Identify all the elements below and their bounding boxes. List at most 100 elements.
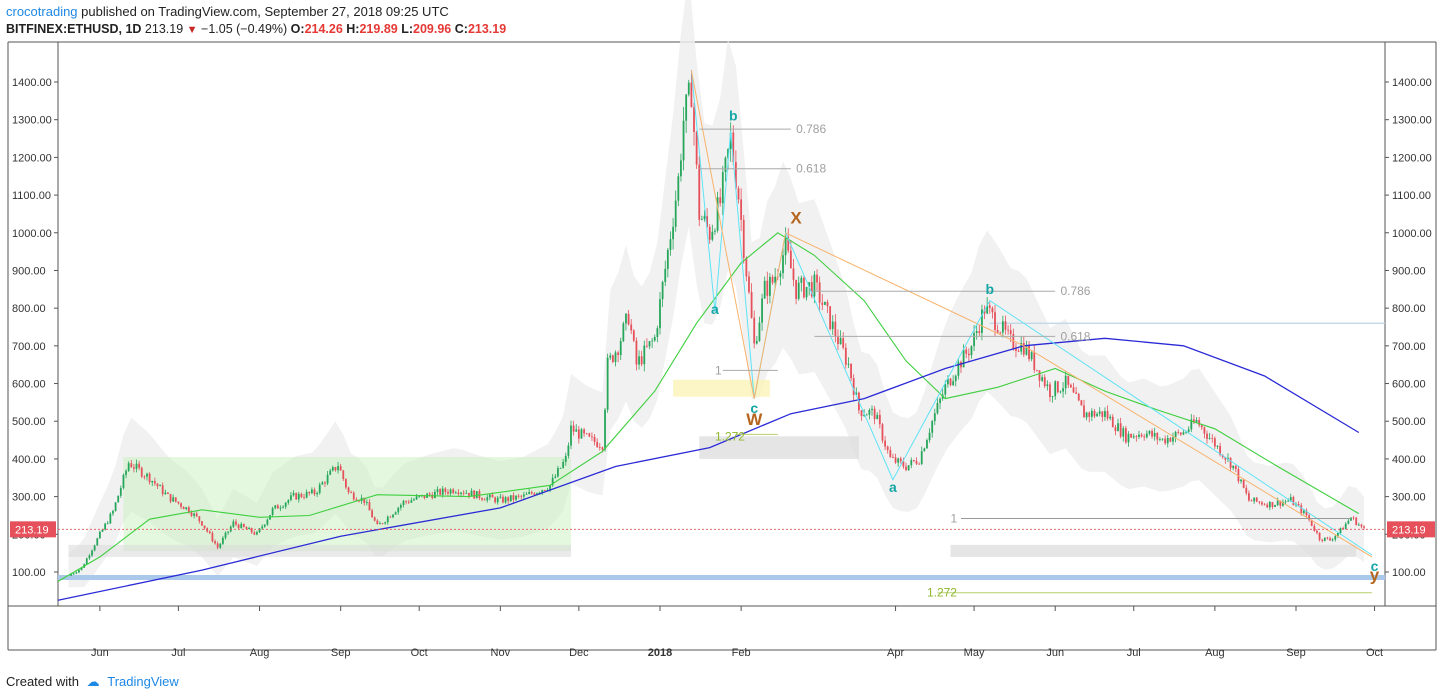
candle xyxy=(1101,411,1104,422)
candle-body xyxy=(221,537,224,544)
candle-body xyxy=(1182,432,1185,435)
candle-body xyxy=(329,470,332,475)
candle-body xyxy=(109,513,112,524)
candle-body xyxy=(389,516,392,518)
candle xyxy=(1025,340,1028,356)
candle-body xyxy=(967,353,970,356)
last-price: 213.19 xyxy=(144,22,184,36)
candle-body xyxy=(855,392,858,395)
x-tick-label: Jul xyxy=(171,647,185,659)
candle-body xyxy=(721,172,724,204)
candle-body xyxy=(635,340,638,365)
candle xyxy=(899,456,902,464)
candle xyxy=(593,433,596,446)
candle-body xyxy=(1140,434,1143,437)
candle-body xyxy=(433,491,436,499)
candle-body xyxy=(153,480,156,484)
candle-body xyxy=(1114,427,1117,432)
tradingview-link[interactable]: TradingView xyxy=(107,674,179,689)
candle-body xyxy=(488,494,491,498)
candle-body xyxy=(703,216,706,219)
candle xyxy=(570,420,572,450)
candle-body xyxy=(769,276,771,296)
candle-body xyxy=(415,496,418,500)
candle xyxy=(1153,427,1156,441)
candle xyxy=(852,374,855,401)
candle-body xyxy=(292,493,295,496)
candle xyxy=(208,530,211,535)
candle-body xyxy=(889,449,892,458)
candle xyxy=(894,453,897,464)
candle xyxy=(331,465,334,472)
candle-body xyxy=(902,461,905,467)
candle xyxy=(829,306,832,331)
candle xyxy=(753,310,756,349)
candle-body xyxy=(871,408,873,410)
candle xyxy=(698,156,701,227)
candle-body xyxy=(297,493,300,500)
candle-body xyxy=(72,573,75,575)
y-tick-label-left: 1400.00 xyxy=(12,77,52,89)
candle xyxy=(399,503,402,511)
gray-support-zone-right xyxy=(950,544,1357,557)
candle-body xyxy=(659,299,661,329)
candle-body xyxy=(114,502,117,511)
candle xyxy=(167,492,169,495)
candle xyxy=(433,489,436,499)
candle xyxy=(394,511,397,515)
candle-body xyxy=(643,345,646,365)
candle xyxy=(1038,370,1041,388)
candle-body xyxy=(1247,493,1250,501)
candle-body xyxy=(588,433,591,437)
candle xyxy=(457,489,460,497)
candle-body xyxy=(138,463,141,468)
candle xyxy=(125,469,127,479)
candle xyxy=(910,457,913,469)
candle xyxy=(923,447,926,452)
candle xyxy=(952,375,955,386)
author-link[interactable]: crocotrading xyxy=(6,4,78,19)
candle-body xyxy=(834,321,837,337)
candle xyxy=(622,321,625,343)
candle-body xyxy=(201,521,203,526)
candle-body xyxy=(384,522,387,524)
candle xyxy=(585,432,588,435)
candle xyxy=(1316,528,1318,535)
candle-body xyxy=(1085,412,1088,418)
candle-body xyxy=(1261,502,1263,505)
candle xyxy=(975,325,978,340)
candle-body xyxy=(1250,500,1253,502)
candle xyxy=(392,514,394,519)
candle-body xyxy=(316,492,319,495)
candle-body xyxy=(1242,479,1245,488)
candle-body xyxy=(617,352,620,356)
blue-moving-average xyxy=(57,337,1360,601)
candle xyxy=(920,446,923,466)
candle-body xyxy=(1185,431,1187,433)
candle-body xyxy=(214,541,216,544)
price-tag-text: 213.19 xyxy=(1392,524,1426,536)
candle xyxy=(797,276,800,301)
candle xyxy=(1261,500,1263,507)
candle-body xyxy=(575,429,578,432)
candle xyxy=(1054,380,1057,400)
candle xyxy=(180,502,182,510)
candle xyxy=(991,306,994,319)
candle-body xyxy=(174,497,177,502)
candle-body xyxy=(70,574,72,576)
candle xyxy=(507,496,510,505)
candle-body xyxy=(669,239,672,250)
candle-body xyxy=(672,226,674,240)
candle-body xyxy=(321,482,324,485)
candle xyxy=(308,491,311,496)
candle xyxy=(881,422,884,444)
candle xyxy=(1271,501,1274,510)
candle xyxy=(1323,537,1326,542)
wave-label: X xyxy=(790,208,802,227)
candle xyxy=(700,215,703,221)
candle-body xyxy=(577,429,580,439)
y-tick-label-left: 1300.00 xyxy=(12,115,52,127)
candle-body xyxy=(1062,388,1064,392)
candle xyxy=(138,460,141,471)
